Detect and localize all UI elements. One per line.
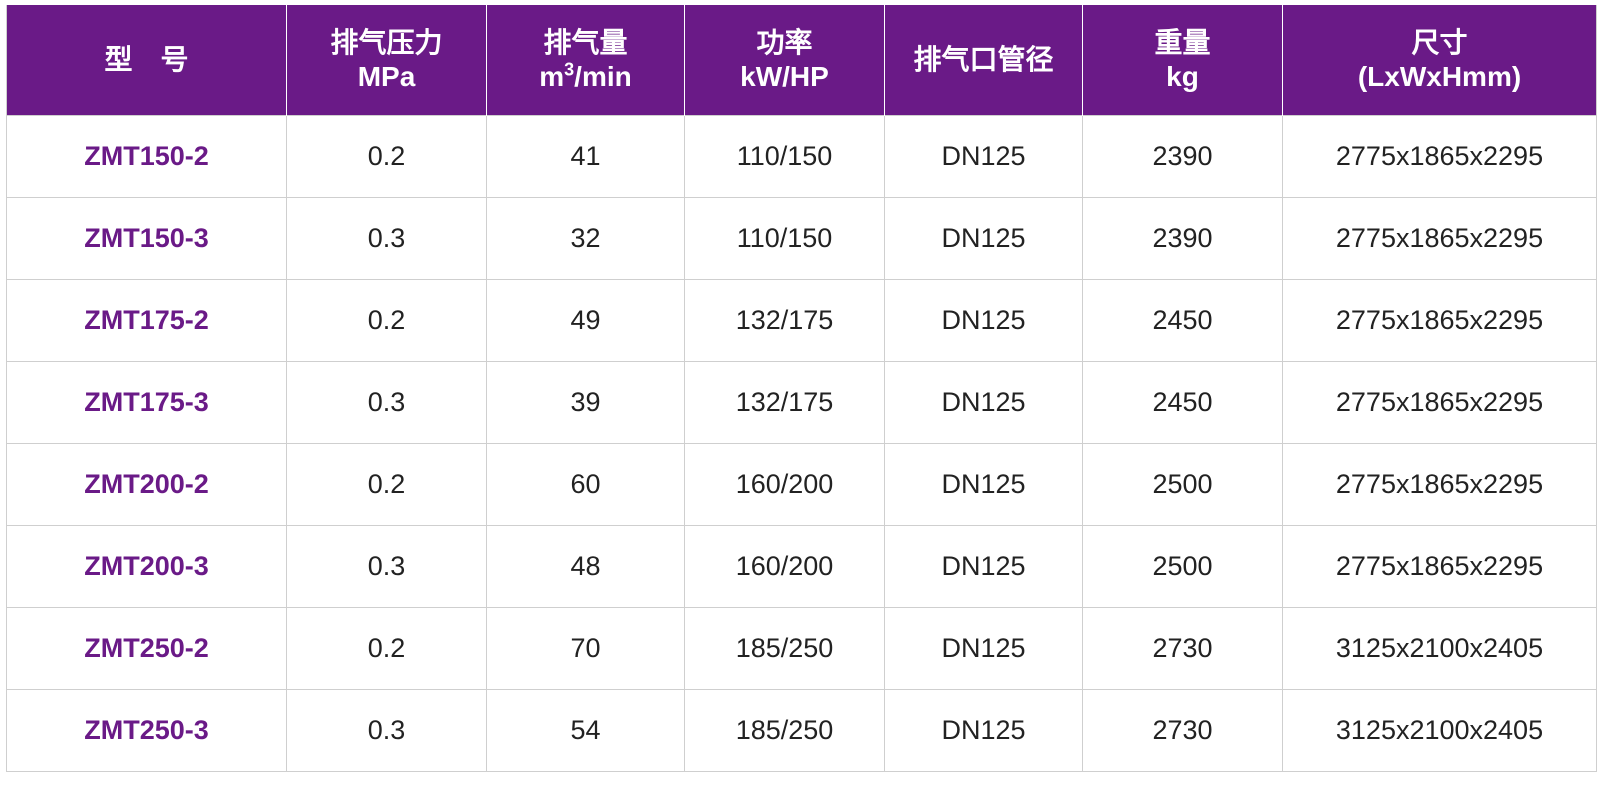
header-pressure-label: 排气压力 (330, 27, 443, 58)
table-row: ZMT175-3 0.3 39 132/175 DN125 2450 2775x… (6, 361, 1597, 444)
cell-model: ZMT150-3 (6, 197, 287, 280)
cell-weight: 2390 (1082, 115, 1283, 198)
header-flow-unit-prefix: m (539, 61, 565, 92)
header-outlet: 排气口管径 (884, 5, 1083, 116)
header-size-unit: (LxWxHmm) (1357, 61, 1522, 92)
cell-pressure: 0.2 (286, 279, 487, 362)
cell-flow: 39 (486, 361, 685, 444)
cell-model: ZMT150-2 (6, 115, 287, 198)
cell-size: 2775x1865x2295 (1282, 197, 1597, 280)
header-weight-label: 重量 (1154, 27, 1211, 58)
table-row: ZMT150-2 0.2 41 110/150 DN125 2390 2775x… (6, 115, 1597, 198)
table-row: ZMT250-3 0.3 54 185/250 DN125 2730 3125x… (6, 689, 1597, 772)
cell-size: 2775x1865x2295 (1282, 279, 1597, 362)
header-weight: 重量 kg (1082, 5, 1283, 116)
cell-model: ZMT250-2 (6, 607, 287, 690)
cell-model: ZMT175-2 (6, 279, 287, 362)
cell-flow: 60 (486, 443, 685, 526)
table-header: 型 号 排气压力 MPa 排气量 m3/min 功率 kW/HP 排气口管径 (6, 5, 1597, 116)
table-row: ZMT200-3 0.3 48 160/200 DN125 2500 2775x… (6, 525, 1597, 608)
cell-flow: 54 (486, 689, 685, 772)
cell-size: 3125x2100x2405 (1282, 689, 1597, 772)
cell-power: 132/175 (684, 279, 885, 362)
cell-weight: 2730 (1082, 689, 1283, 772)
table-row: ZMT175-2 0.2 49 132/175 DN125 2450 2775x… (6, 279, 1597, 362)
header-model: 型 号 (6, 5, 287, 116)
header-flow-unit-suffix: /min (574, 61, 632, 92)
table-row: ZMT150-3 0.3 32 110/150 DN125 2390 2775x… (6, 197, 1597, 280)
cell-flow: 70 (486, 607, 685, 690)
table-row: ZMT200-2 0.2 60 160/200 DN125 2500 2775x… (6, 443, 1597, 526)
cell-power: 110/150 (684, 197, 885, 280)
header-weight-unit: kg (1166, 61, 1199, 92)
header-size: 尺寸 (LxWxHmm) (1282, 5, 1597, 116)
cell-power: 185/250 (684, 607, 885, 690)
cell-outlet: DN125 (884, 115, 1083, 198)
cell-pressure: 0.2 (286, 443, 487, 526)
cell-outlet: DN125 (884, 443, 1083, 526)
cell-power: 132/175 (684, 361, 885, 444)
table-body: ZMT150-2 0.2 41 110/150 DN125 2390 2775x… (6, 115, 1597, 772)
cell-pressure: 0.3 (286, 525, 487, 608)
cell-flow: 48 (486, 525, 685, 608)
cell-pressure: 0.2 (286, 607, 487, 690)
cell-flow: 41 (486, 115, 685, 198)
header-row: 型 号 排气压力 MPa 排气量 m3/min 功率 kW/HP 排气口管径 (6, 5, 1597, 116)
header-flow: 排气量 m3/min (486, 5, 685, 116)
spec-table-container: 型 号 排气压力 MPa 排气量 m3/min 功率 kW/HP 排气口管径 (6, 5, 1597, 772)
header-power: 功率 kW/HP (684, 5, 885, 116)
cell-flow: 49 (486, 279, 685, 362)
cell-model: ZMT250-3 (6, 689, 287, 772)
cell-outlet: DN125 (884, 197, 1083, 280)
header-flow-unit: m3/min (487, 60, 684, 94)
header-outlet-label: 排气口管径 (913, 44, 1054, 75)
header-power-unit: kW/HP (740, 61, 829, 92)
cell-power: 160/200 (684, 443, 885, 526)
cell-outlet: DN125 (884, 607, 1083, 690)
cell-pressure: 0.3 (286, 361, 487, 444)
cell-size: 2775x1865x2295 (1282, 115, 1597, 198)
cell-flow: 32 (486, 197, 685, 280)
header-pressure-unit: MPa (357, 61, 416, 92)
cell-outlet: DN125 (884, 361, 1083, 444)
cell-size: 2775x1865x2295 (1282, 361, 1597, 444)
cell-pressure: 0.3 (286, 197, 487, 280)
cell-size: 2775x1865x2295 (1282, 443, 1597, 526)
header-pressure: 排气压力 MPa (286, 5, 487, 116)
header-size-label: 尺寸 (1411, 27, 1468, 58)
cell-size: 3125x2100x2405 (1282, 607, 1597, 690)
cell-outlet: DN125 (884, 279, 1083, 362)
cell-outlet: DN125 (884, 689, 1083, 772)
cell-weight: 2500 (1082, 443, 1283, 526)
table-row: ZMT250-2 0.2 70 185/250 DN125 2730 3125x… (6, 607, 1597, 690)
cell-power: 185/250 (684, 689, 885, 772)
header-power-label: 功率 (756, 27, 813, 58)
cell-pressure: 0.3 (286, 689, 487, 772)
cell-power: 160/200 (684, 525, 885, 608)
header-flow-label: 排气量 (543, 27, 628, 58)
cell-outlet: DN125 (884, 525, 1083, 608)
cell-weight: 2450 (1082, 361, 1283, 444)
spec-table: 型 号 排气压力 MPa 排气量 m3/min 功率 kW/HP 排气口管径 (6, 5, 1597, 772)
cell-model: ZMT175-3 (6, 361, 287, 444)
cell-pressure: 0.2 (286, 115, 487, 198)
header-flow-unit-superscript: 3 (564, 59, 575, 80)
cell-weight: 2390 (1082, 197, 1283, 280)
cell-model: ZMT200-3 (6, 525, 287, 608)
cell-size: 2775x1865x2295 (1282, 525, 1597, 608)
cell-weight: 2500 (1082, 525, 1283, 608)
cell-weight: 2450 (1082, 279, 1283, 362)
cell-power: 110/150 (684, 115, 885, 198)
cell-model: ZMT200-2 (6, 443, 287, 526)
header-model-label: 型 号 (104, 44, 189, 75)
cell-weight: 2730 (1082, 607, 1283, 690)
